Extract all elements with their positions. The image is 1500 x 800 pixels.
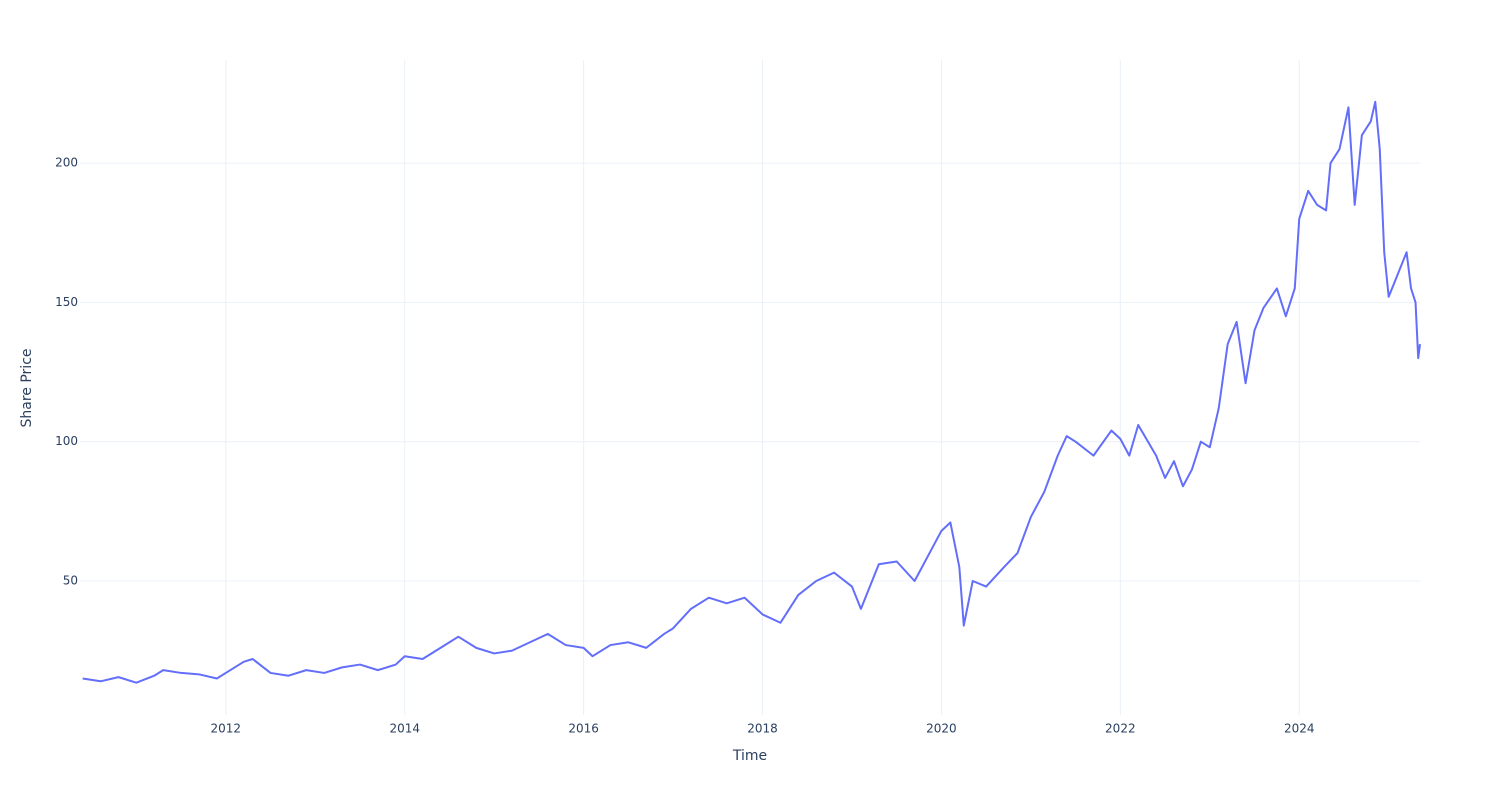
x-tick-label: 2014	[389, 722, 420, 736]
x-tick-label: 2024	[1284, 722, 1315, 736]
line-series	[82, 100, 1421, 684]
y-tick-label: 50	[63, 573, 78, 587]
x-tick-label: 2016	[568, 722, 599, 736]
x-tick-label: 2020	[926, 722, 957, 736]
y-tick-label: 100	[55, 434, 78, 448]
y-tick-label: 150	[55, 295, 78, 309]
y-tick-label: 200	[55, 156, 78, 170]
x-tick-label: 2018	[747, 722, 778, 736]
y-axis-title: Share Price	[19, 348, 35, 427]
x-tick-label: 2012	[211, 722, 242, 736]
x-tick-label: 2022	[1105, 722, 1136, 736]
x-axis-title: Time	[732, 748, 767, 764]
